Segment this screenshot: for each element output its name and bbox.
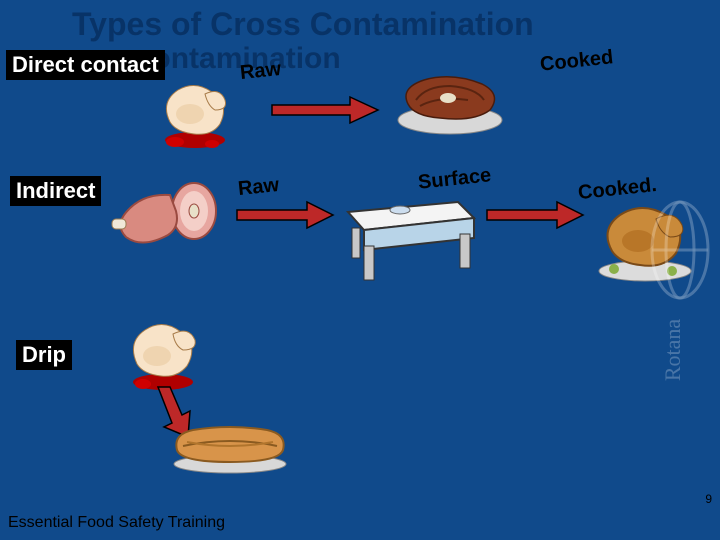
ghost-title-1: Types of Cross Contamination — [72, 6, 534, 43]
label-raw-1: Raw — [239, 58, 282, 85]
raw-chicken-illustration-1 — [150, 72, 240, 152]
arrow-raw-to-cooked — [270, 95, 380, 125]
label-raw-2: Raw — [237, 174, 280, 201]
label-drip: Drip — [16, 340, 72, 370]
table-illustration — [340, 190, 480, 285]
arrow-raw-to-surface — [235, 200, 335, 230]
raw-chicken-illustration-2 — [115, 310, 210, 395]
ham-illustration — [110, 175, 220, 255]
brand-logo-text: Rotana — [660, 319, 685, 382]
page-number: 9 — [705, 492, 712, 506]
label-indirect: Indirect — [10, 176, 101, 206]
label-direct-contact: Direct contact — [6, 50, 165, 80]
brand-logo: Rotana — [640, 190, 720, 390]
label-cooked-1: Cooked — [539, 46, 614, 77]
bread-illustration — [165, 420, 295, 475]
steak-illustration — [390, 60, 510, 140]
footer-text: Essential Food Safety Training — [8, 514, 225, 532]
arrow-surface-to-cooked — [485, 200, 585, 230]
